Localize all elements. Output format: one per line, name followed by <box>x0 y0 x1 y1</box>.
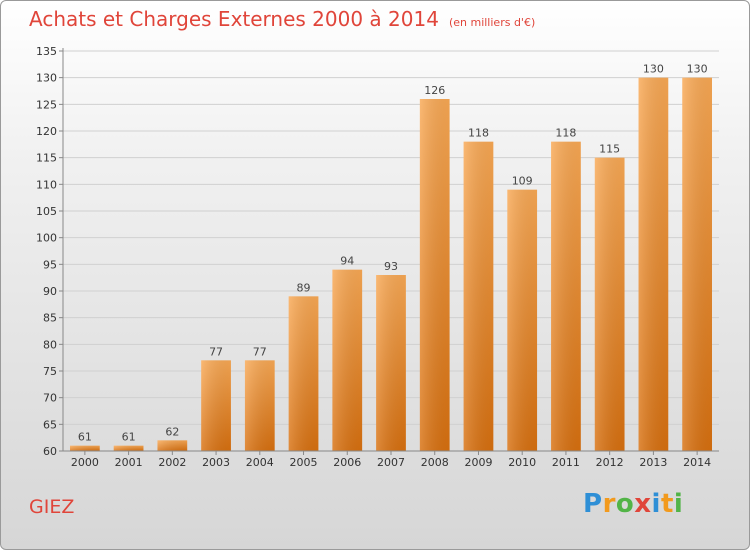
logo-letter: t <box>660 489 674 519</box>
bar-highlight <box>551 141 581 451</box>
bar-highlight <box>157 440 188 451</box>
x-tick-label: 2014 <box>683 456 711 469</box>
y-tick-label: 125 <box>36 98 57 111</box>
y-tick-label: 90 <box>43 285 57 298</box>
bar-value-label: 77 <box>253 345 267 358</box>
logo-letter: o <box>615 489 635 519</box>
chart-title-text: Achats et Charges Externes 2000 à 2014 <box>29 7 439 31</box>
x-tick-label: 2006 <box>333 456 361 469</box>
y-tick-label: 65 <box>43 418 57 431</box>
bar-value-label: 94 <box>340 255 354 268</box>
x-tick-label: 2001 <box>115 456 143 469</box>
y-tick-label: 130 <box>36 72 57 85</box>
y-tick-label: 120 <box>36 125 57 138</box>
logo-letter: i <box>651 489 661 519</box>
bar-value-label: 89 <box>297 281 311 294</box>
bar-value-label: 61 <box>78 431 92 444</box>
bar-highlight <box>638 77 669 452</box>
y-tick-label: 70 <box>43 392 57 405</box>
bar-value-label: 118 <box>468 127 489 140</box>
y-tick-label: 75 <box>43 365 57 378</box>
bar-value-label: 130 <box>687 63 708 76</box>
x-tick-label: 2004 <box>246 456 274 469</box>
bar-highlight <box>463 141 494 451</box>
y-tick-label: 105 <box>36 205 57 218</box>
y-tick-label: 115 <box>36 152 57 165</box>
logo-letter: x <box>634 489 652 519</box>
bar-value-label: 126 <box>424 84 445 97</box>
x-tick-label: 2011 <box>552 456 580 469</box>
y-tick-label: 110 <box>36 178 57 191</box>
bar-highlight <box>113 445 144 451</box>
bar-highlight <box>376 275 406 451</box>
bar-highlight <box>288 296 319 451</box>
bar-value-label: 118 <box>555 127 576 140</box>
x-tick-label: 2003 <box>202 456 230 469</box>
bar-highlight <box>201 360 231 451</box>
x-tick-label: 2008 <box>421 456 449 469</box>
bar-value-label: 115 <box>599 143 620 156</box>
y-tick-label: 80 <box>43 338 57 351</box>
bar-highlight <box>244 360 275 451</box>
bar-value-label: 130 <box>643 63 664 76</box>
x-tick-label: 2013 <box>639 456 667 469</box>
y-tick-label: 60 <box>43 445 57 458</box>
bar-highlight <box>69 445 100 451</box>
bar-value-label: 77 <box>209 345 223 358</box>
x-tick-label: 2002 <box>158 456 186 469</box>
logo-letter: r <box>602 489 616 519</box>
logo-letter: i <box>673 489 684 519</box>
bar-value-label: 93 <box>384 260 398 273</box>
logo-letter: P <box>583 489 603 519</box>
x-tick-label: 2007 <box>377 456 405 469</box>
x-tick-label: 2012 <box>596 456 624 469</box>
x-tick-label: 2009 <box>464 456 492 469</box>
bar-highlight <box>507 189 538 451</box>
x-tick-label: 2010 <box>508 456 536 469</box>
bar-highlight <box>332 269 363 451</box>
bar-value-label: 109 <box>512 175 533 188</box>
chart-unit-note: (en milliers d'€) <box>448 16 536 29</box>
proxiti-logo: Proxiti <box>583 489 683 519</box>
bar-value-label: 62 <box>165 425 179 438</box>
x-tick-label: 2005 <box>290 456 318 469</box>
y-tick-label: 85 <box>43 312 57 325</box>
bar-highlight <box>594 157 625 451</box>
y-tick-label: 135 <box>36 45 57 58</box>
bar-value-label: 61 <box>122 431 136 444</box>
x-tick-label: 2000 <box>71 456 99 469</box>
bar-highlight <box>682 77 713 452</box>
y-tick-label: 95 <box>43 258 57 271</box>
commune-name: GIEZ <box>29 496 75 518</box>
bar-highlight <box>419 99 450 451</box>
chart-title: Achats et Charges Externes 2000 à 2014 (e… <box>29 7 535 31</box>
y-tick-label: 100 <box>36 232 57 245</box>
